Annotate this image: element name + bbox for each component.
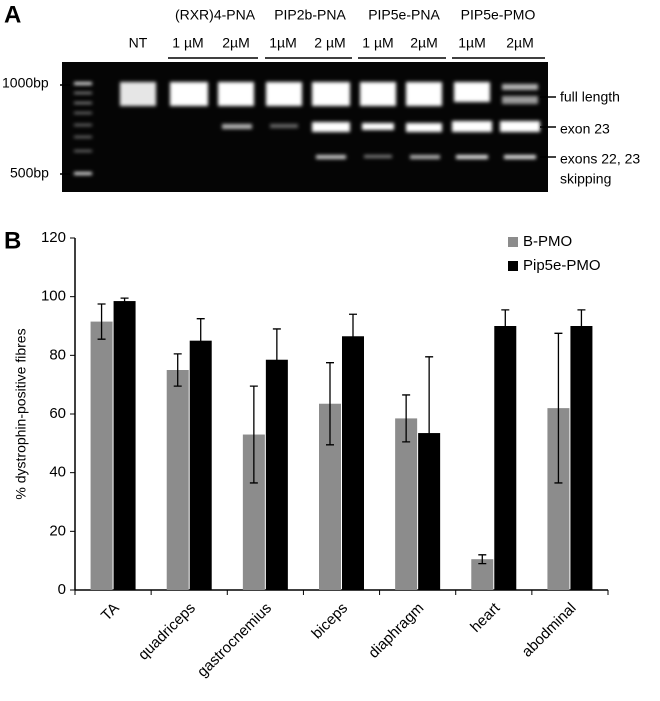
y-tick-label: 100: [41, 288, 66, 305]
lane-label: 2µM: [410, 35, 438, 51]
error-bar: [478, 554, 487, 565]
group-label: (RXR)4-PNA: [175, 7, 256, 23]
group-label: PIP5e-PNA: [368, 7, 440, 23]
bar: [570, 326, 593, 590]
error-bar: [349, 313, 357, 359]
x-tick-label: diaphragm: [365, 600, 427, 662]
error-bar: [326, 362, 334, 446]
y-tick-label: 40: [49, 464, 66, 481]
bar: [342, 336, 364, 590]
lane-label: 1 µM: [362, 35, 393, 51]
marker-label: 500bp: [10, 165, 49, 181]
bar: [494, 326, 517, 590]
x-tick-label: heart: [467, 599, 504, 636]
error-bar: [120, 297, 129, 305]
gel-bands: [74, 82, 540, 175]
marker-label: 1000bp: [2, 75, 49, 91]
bar: [418, 433, 441, 590]
band-label: skipping: [560, 171, 611, 187]
lane-label: 1µM: [458, 35, 486, 51]
x-tick-label: biceps: [308, 600, 351, 643]
bar: [113, 301, 136, 590]
y-tick-label: 120: [41, 229, 66, 246]
error-bar: [554, 332, 563, 484]
panel-label: A: [4, 1, 21, 28]
band-label: exon 23: [560, 121, 610, 137]
error-bar: [425, 356, 434, 510]
y-tick-label: 20: [49, 522, 66, 539]
y-tick-label: 60: [49, 405, 66, 422]
error-bar: [501, 309, 510, 343]
panel-label: B: [4, 227, 21, 254]
x-tick-label: quadriceps: [135, 600, 199, 664]
error-bar: [173, 353, 182, 387]
bar: [242, 434, 265, 590]
lane-label: 2µM: [506, 35, 534, 51]
legend-swatch: [508, 261, 518, 271]
group-label: PIP2b-PNA: [274, 7, 346, 23]
y-tick-label: 80: [49, 346, 66, 363]
error-bar: [196, 318, 205, 364]
bar: [265, 359, 288, 590]
bar: [166, 370, 189, 590]
bar: [189, 340, 212, 590]
lane-label: 1 µM: [172, 35, 203, 51]
error-bar: [272, 328, 281, 392]
y-tick-label: 0: [58, 581, 66, 598]
lane-label: 2 µM: [314, 35, 345, 51]
y-axis-label: % dystrophin-positive fibres: [13, 328, 29, 499]
error-bar: [577, 309, 586, 343]
lane-label: 2µM: [222, 35, 250, 51]
error-bar: [402, 394, 411, 443]
legend-label: Pip5e-PMO: [523, 257, 601, 274]
error-bar: [97, 303, 106, 340]
legend-swatch: [508, 237, 518, 247]
x-tick-label: TA: [98, 600, 123, 625]
x-tick-label: gastrocnemius: [194, 600, 275, 681]
lane-label: 1µM: [269, 35, 297, 51]
band-label: full length: [560, 89, 620, 105]
error-bar: [249, 385, 258, 484]
lane-label: NT: [129, 35, 148, 51]
bar: [471, 559, 494, 590]
x-tick-label: abodminal: [519, 600, 580, 661]
bar: [395, 418, 418, 590]
bar: [319, 403, 341, 590]
bar: [90, 321, 113, 590]
bar: [547, 408, 570, 590]
legend-label: B-PMO: [523, 233, 572, 250]
group-label: PIP5e-PMO: [461, 7, 536, 23]
band-label: exons 22, 23: [560, 151, 640, 167]
marker-ticks: [60, 84, 556, 175]
